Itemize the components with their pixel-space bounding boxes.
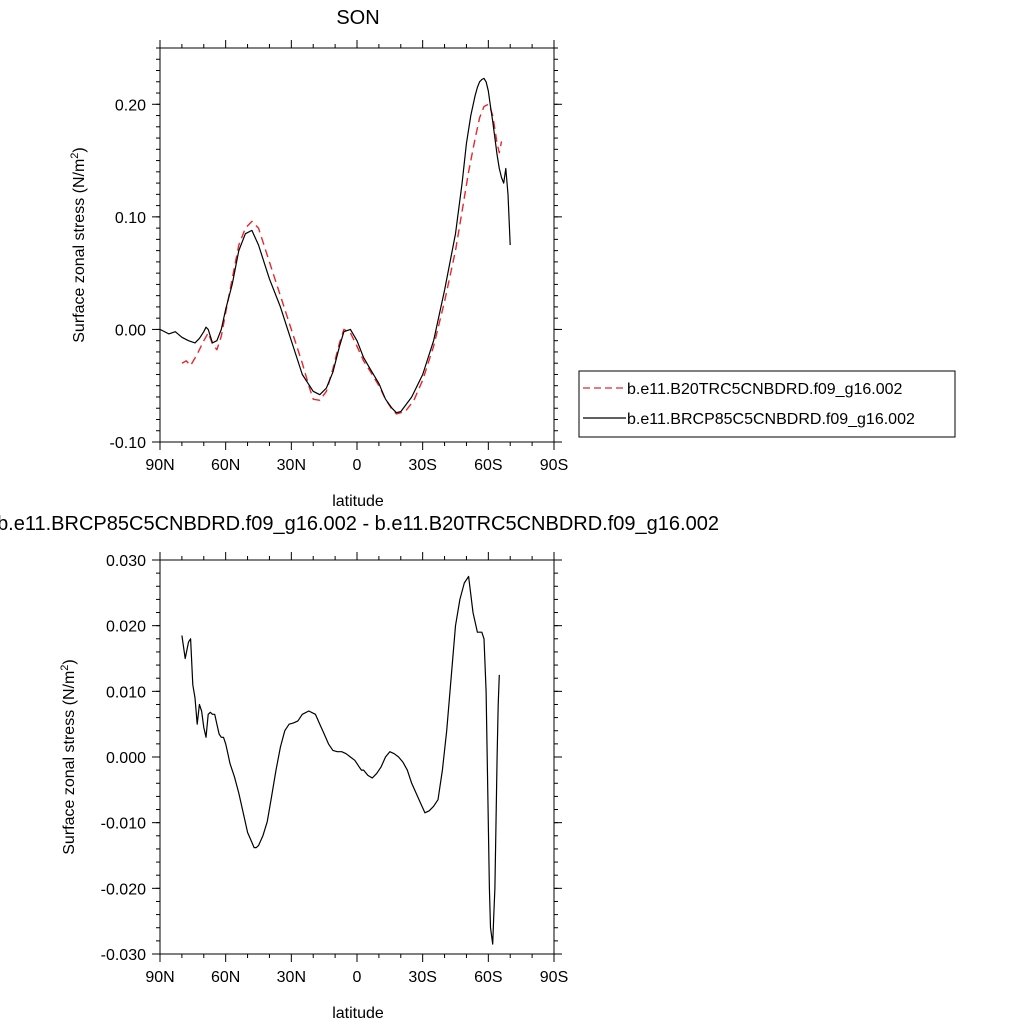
upper-y-axis-label-sup: 2 xyxy=(69,153,81,159)
lower-y-axis-label: Surface zonal stress (N/m2) xyxy=(59,659,78,855)
upper-y-tick-labels: -0.10 0.00 0.10 0.20 xyxy=(110,97,147,452)
lower-y-tick-label: 0.000 xyxy=(106,750,146,767)
lower-x-tick-labels: 90N 60N 30N 0 30S 60S 90S xyxy=(145,969,568,986)
upper-x-tick-label: 0 xyxy=(353,457,362,474)
lower-y-axis-label-sup: 2 xyxy=(59,665,71,671)
upper-x-tick-label: 60S xyxy=(474,457,502,474)
upper-y-tick-label: 0.10 xyxy=(115,210,146,227)
upper-chart-panel: SON 90N 60N 30N 0 30S 60S 90S -0.10 0.00 0.10 0.2… xyxy=(69,7,956,510)
lower-y-tick-labels: -0.030 -0.020 -0.010 0.000 0.010 0.020 0.030 xyxy=(101,553,146,964)
upper-series-layer xyxy=(159,77,511,415)
lower-x-tick-label: 90S xyxy=(540,969,568,986)
lower-x-tick-label: 30N xyxy=(277,969,306,986)
upper-x-axis-label: latitude xyxy=(332,493,384,510)
lower-y-tick-label: -0.010 xyxy=(101,816,146,833)
lower-x-axis-label: latitude xyxy=(332,1005,384,1022)
upper-x-tick-labels: 90N 60N 30N 0 30S 60S 90S xyxy=(145,457,568,474)
legend-label-series-2: b.e11.BRCP85C5CNBDRD.f09_g16.002 xyxy=(627,411,915,428)
lower-y-axis-label-main: Surface zonal stress (N/m xyxy=(61,671,78,855)
legend-label-series-1: b.e11.B20TRC5CNBDRD.f09_g16.002 xyxy=(627,381,903,398)
lower-ticks xyxy=(152,552,562,962)
upper-y-tick-label: -0.10 xyxy=(110,435,147,452)
upper-series-line-2 xyxy=(159,77,511,414)
upper-x-tick-label: 60N xyxy=(211,457,240,474)
upper-legend: b.e11.B20TRC5CNBDRD.f09_g16.002 b.e11.BR… xyxy=(578,370,956,438)
lower-y-tick-label: 0.010 xyxy=(106,684,146,701)
lower-y-tick-label: 0.020 xyxy=(106,619,146,636)
lower-y-tick-label: 0.030 xyxy=(106,553,146,570)
lower-series-layer xyxy=(181,575,500,945)
lower-chart-title: b.e11.BRCP85C5CNBDRD.f09_g16.002 - b.e11… xyxy=(0,513,719,535)
lower-x-tick-label: 30S xyxy=(408,969,436,986)
upper-y-tick-label: 0.20 xyxy=(115,97,146,114)
legend-box xyxy=(578,370,956,438)
lower-x-tick-label: 0 xyxy=(353,969,362,986)
lower-x-tick-label: 90N xyxy=(145,969,174,986)
upper-x-tick-label: 30S xyxy=(408,457,436,474)
upper-y-axis-label-main: Surface zonal stress (N/m xyxy=(71,159,88,343)
upper-x-tick-label: 30N xyxy=(277,457,306,474)
upper-y-axis-label: Surface zonal stress (N/m2) xyxy=(69,147,88,343)
upper-chart-title: SON xyxy=(336,7,379,29)
lower-x-tick-label: 60N xyxy=(211,969,240,986)
upper-series-line-1 xyxy=(181,103,503,415)
lower-y-tick-label: -0.030 xyxy=(101,947,146,964)
upper-x-tick-label: 90S xyxy=(540,457,568,474)
upper-y-axis-label-end: ) xyxy=(71,147,88,152)
lower-y-axis-label-end: ) xyxy=(61,659,78,664)
upper-ticks xyxy=(152,40,562,450)
lower-x-tick-label: 60S xyxy=(474,969,502,986)
upper-x-tick-label: 90N xyxy=(145,457,174,474)
lower-chart-panel: b.e11.BRCP85C5CNBDRD.f09_g16.002 - b.e11… xyxy=(0,513,719,1022)
upper-y-tick-label: 0.00 xyxy=(115,322,146,339)
lower-series-line-1 xyxy=(181,575,500,945)
lower-y-tick-label: -0.020 xyxy=(101,881,146,898)
